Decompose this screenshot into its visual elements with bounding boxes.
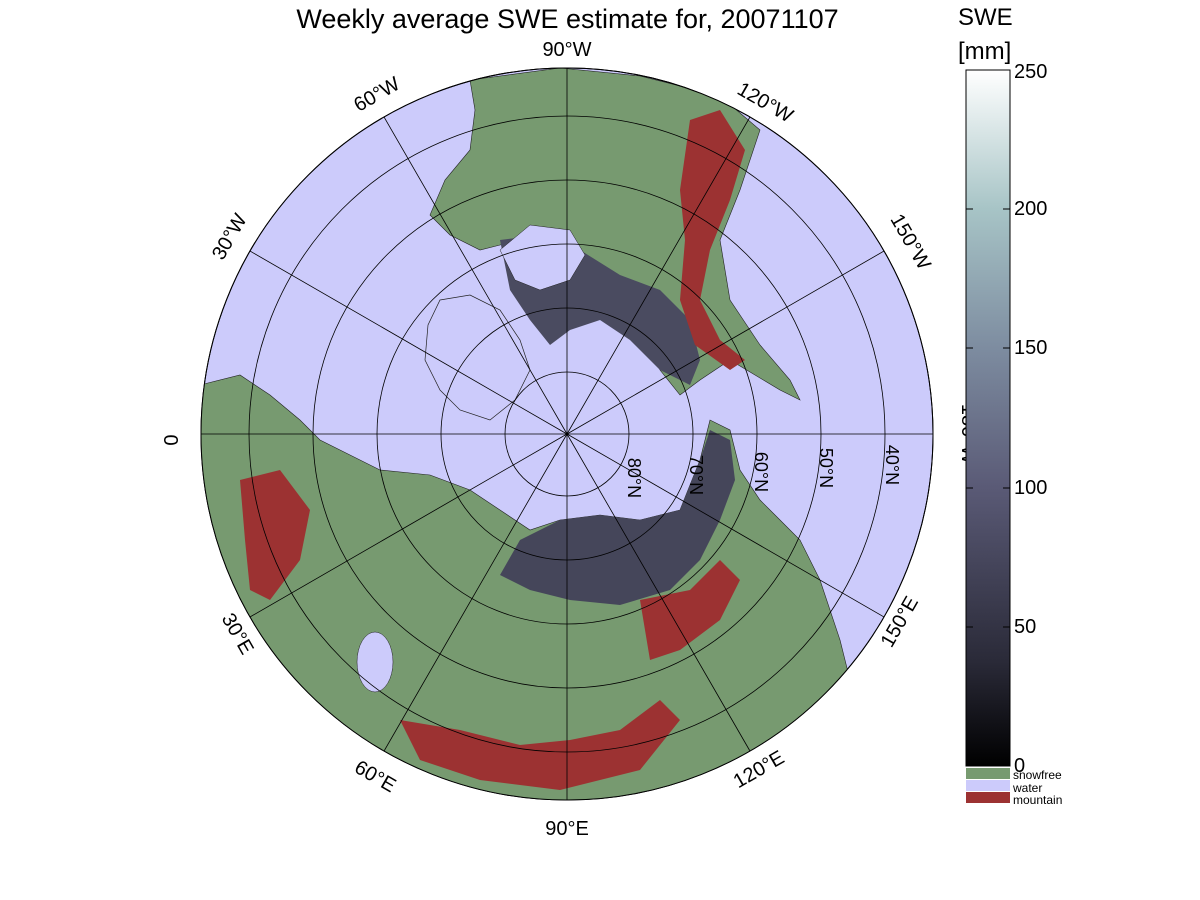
colorbar-unit-mm: [mm] xyxy=(958,38,1012,65)
lat-label-70n: 70°N xyxy=(686,455,706,495)
legend-label-mountain: mountain xyxy=(1013,793,1062,807)
central-asia-mountain xyxy=(400,700,680,790)
siberia-snow xyxy=(500,430,735,605)
lon-label-150w: 150°W xyxy=(886,210,935,273)
lat-label-40n: 40°N xyxy=(882,445,902,485)
colorbar-unit-label: SWE xyxy=(958,4,1013,31)
lon-label-60e: 60°E xyxy=(351,756,400,797)
legend-swatch-water xyxy=(966,780,1010,791)
colorbar-tick-200: 200 xyxy=(1014,198,1047,220)
lon-label-90w: 90°W xyxy=(542,39,591,61)
rockies-mountain xyxy=(680,110,745,370)
lat-label-80n: 80°N xyxy=(624,458,644,498)
map-title: Weekly average SWE estimate for, 2007110… xyxy=(296,4,839,34)
legend-label-water: water xyxy=(1012,781,1042,795)
colorbar-tick-150: 150 xyxy=(1014,337,1047,359)
colorbar-tick-100: 100 xyxy=(1014,477,1047,499)
hudson-bay xyxy=(499,224,586,291)
colorbar-tick-250: 250 xyxy=(1014,61,1047,83)
lat-label-60n: 60°N xyxy=(751,452,771,492)
colorbar: 0 50 100 150 200 250 xyxy=(965,61,1047,777)
legend-label-snowfree: snowfree xyxy=(1013,768,1062,782)
lon-label-90e: 90°E xyxy=(545,818,589,840)
colorbar-tick-0: 0 xyxy=(1014,755,1025,777)
category-legend: snowfree water mountain xyxy=(966,768,1062,807)
greenland xyxy=(424,294,531,421)
legend-swatch-snowfree xyxy=(966,768,1010,779)
lon-label-0: 0 xyxy=(161,434,183,445)
legend-swatch-mountain xyxy=(966,792,1010,803)
east-siberia-mountain xyxy=(640,560,740,660)
lon-label-30w: 30°W xyxy=(208,210,252,264)
scandinavia-mountain xyxy=(240,470,310,600)
lat-label-50n: 50°N xyxy=(816,448,836,488)
longitude-graticule xyxy=(201,68,933,800)
caspian-sea xyxy=(356,631,394,693)
colorbar-tick-50: 50 xyxy=(1014,616,1036,638)
